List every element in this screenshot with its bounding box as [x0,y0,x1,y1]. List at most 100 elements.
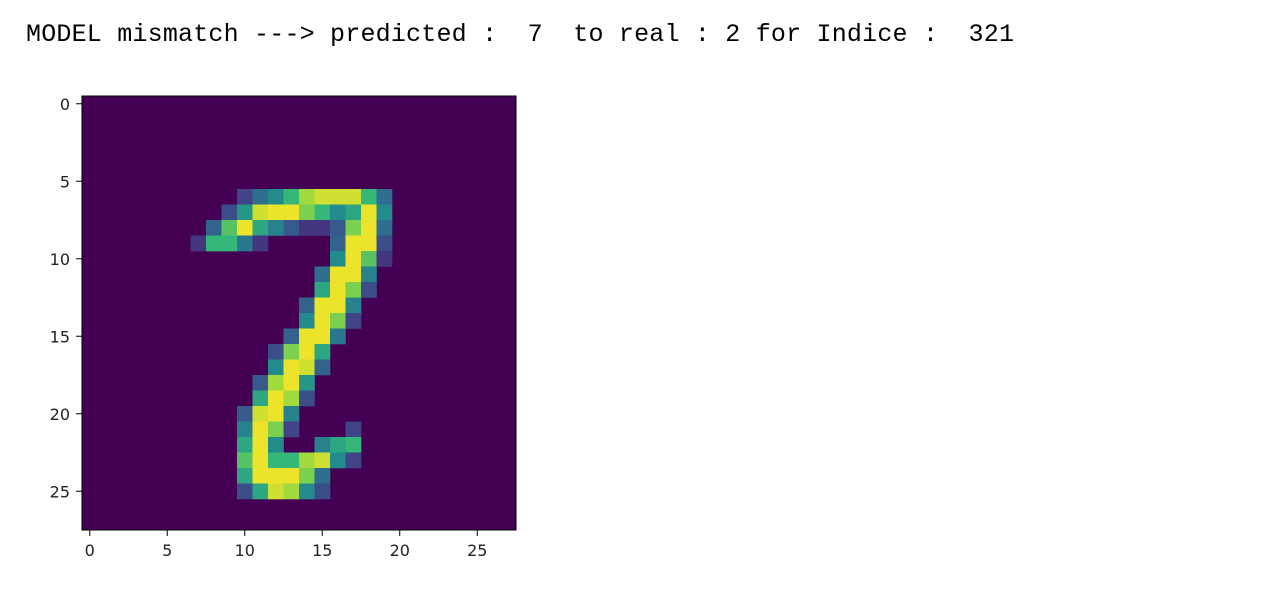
heatmap-cell [314,189,331,205]
heatmap-cell [345,235,362,252]
y-tick-label: 15 [50,327,70,346]
heatmap-cell [252,483,269,500]
heatmap-cell [345,282,362,298]
heatmap-cell [252,235,269,252]
heatmap-cell [361,235,377,252]
heatmap-cell [376,204,393,221]
heatmap-cell [345,251,362,267]
heatmap-cell [361,204,377,221]
heatmap-cell [314,282,331,298]
axes-layer: 0 5 10 15 20 25 0 5 10 15 20 25 [50,95,517,560]
heatmap-cell [345,421,362,438]
heatmap-cell [299,375,315,391]
heatmap-cell [268,452,284,469]
heatmap-cell [206,220,222,236]
heatmap-cell [237,437,253,453]
heatmap-cell [268,220,284,236]
heatmap-cell [376,235,393,252]
heatmap-cell [221,220,238,236]
heatmap-cell [361,282,377,298]
heatmap-cell [299,313,315,329]
heatmap-cell [283,468,300,484]
heatmap-cell [299,468,315,484]
heatmap-cell [252,437,269,453]
heatmap-cell [237,421,253,438]
heatmap-cell [252,421,269,438]
heatmap-cell [299,359,315,376]
heatmap-cell [361,189,377,205]
heatmap-cell [237,406,253,422]
heatmap-cell [361,251,377,267]
heatmap-cell [252,468,269,484]
x-tick-label: 15 [312,541,332,560]
y-tick-label: 5 [60,172,70,191]
x-tick-label: 10 [235,541,255,560]
heatmap-cell [252,189,269,205]
heatmap-cell [268,359,284,376]
heatmap-cell [345,204,362,221]
y-tick-label: 0 [60,95,70,114]
heatmap-cell [345,189,362,205]
heatmap-cell [283,452,300,469]
heatmap-cell [299,483,315,500]
heatmap-cell [314,437,331,453]
heatmap-cell [299,452,315,469]
heatmap-cell [283,189,300,205]
x-tick-label: 0 [85,541,95,560]
heatmap-cell [314,220,331,236]
heatmap-cell [330,266,346,283]
heatmap-cell [283,344,300,360]
heatmap-cell [283,483,300,500]
heatmap-cell [314,297,331,314]
heatmap-cell [268,406,284,422]
heatmap-cell [314,468,331,484]
heatmap-cell [330,313,346,329]
cell-output-text: MODEL mismatch ---> predicted : 7 to rea… [26,20,1015,49]
heatmap-cell [268,390,284,407]
heatmap-cell [314,266,331,283]
heatmap-cell [330,251,346,267]
axes-frame [81,95,517,531]
heatmap-cell [330,328,346,345]
heatmap-cell [330,297,346,314]
heatmap-cell [330,235,346,252]
heatmap-cell [299,189,315,205]
heatmap-cell [299,328,315,345]
heatmap-cell [252,390,269,407]
heatmap-cell [376,189,393,205]
heatmap-cell [361,220,377,236]
x-tick-label: 25 [467,541,487,560]
heatmap-cell [330,220,346,236]
heatmap-cell [330,452,346,469]
heatmap-cell [252,204,269,221]
heatmap-cell [345,313,362,329]
heatmap-cell [283,328,300,345]
heatmap-cell [345,452,362,469]
heatmap-cell [268,375,284,391]
heatmap-cell [237,483,253,500]
heatmap-cell [376,251,393,267]
heatmap-cell [237,235,253,252]
heatmap-cell [314,452,331,469]
heatmap-cell [268,344,284,360]
heatmap-cell [237,452,253,469]
heatmap-cell [314,483,331,500]
heatmap-cell [268,468,284,484]
heatmap-cell [221,204,238,221]
heatmap-cell [361,266,377,283]
heatmap-cell [314,313,331,329]
heatmap-cell [314,359,331,376]
heatmap-cell [283,204,300,221]
heatmap-cell [314,328,331,345]
heatmap-cell [283,406,300,422]
heatmap-cell [237,220,253,236]
heatmap-cell [221,235,238,252]
heatmap-cell [237,204,253,221]
heatmap-cell [237,468,253,484]
heatmap-cell [283,421,300,438]
heatmap-cell [345,266,362,283]
heatmap-cell [376,220,393,236]
heatmap-cell [345,297,362,314]
heatmap-cell [299,297,315,314]
